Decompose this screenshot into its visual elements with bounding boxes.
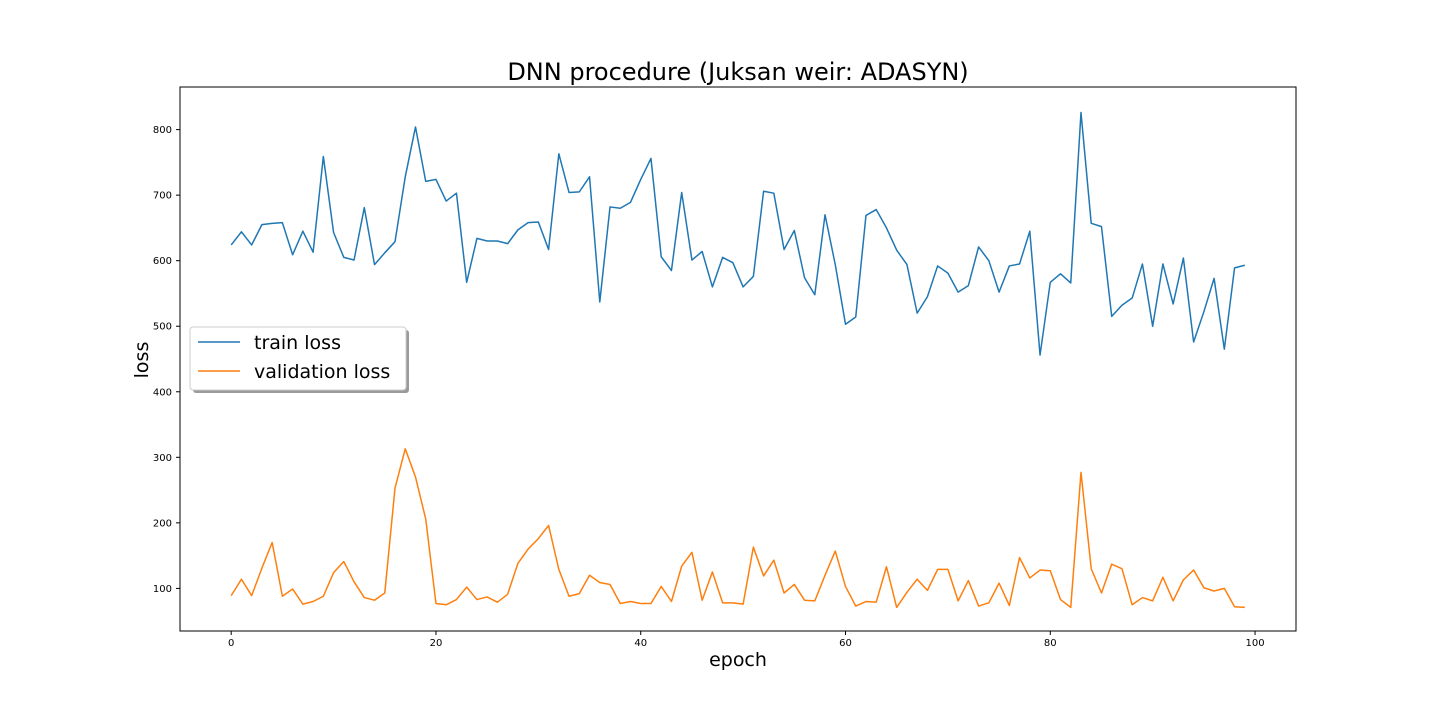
x-axis-ticks: 0 20 40 60 80 100	[228, 631, 1265, 649]
x-tick-label: 0	[228, 638, 234, 649]
chart-title: DNN procedure (Juksan weir: ADASYN)	[507, 58, 968, 86]
y-tick-label: 200	[153, 518, 172, 529]
legend: train loss validation loss	[189, 326, 409, 393]
x-tick-label: 60	[839, 638, 852, 649]
x-tick-label: 20	[430, 638, 443, 649]
series-line-validation-loss	[230, 448, 1245, 609]
legend-label: train loss	[254, 332, 341, 354]
y-axis-ticks: 100 200 300 400 500 600 700 800	[153, 125, 180, 595]
y-tick-label: 500	[153, 322, 172, 333]
y-tick-label: 800	[153, 125, 172, 136]
x-axis-label: epoch	[709, 649, 767, 671]
y-tick-label: 400	[153, 387, 172, 398]
x-tick-label: 40	[634, 638, 647, 649]
y-tick-label: 300	[153, 453, 172, 464]
legend-box	[189, 326, 407, 391]
y-axis-label: loss	[131, 342, 153, 379]
y-tick-label: 100	[153, 584, 172, 595]
y-tick-label: 700	[153, 191, 172, 202]
series-layer	[230, 111, 1245, 609]
series-line-train-loss	[230, 111, 1245, 356]
legend-label: validation loss	[254, 361, 390, 383]
plot-frame	[179, 86, 1297, 632]
x-tick-label: 80	[1044, 638, 1057, 649]
y-tick-label: 600	[153, 256, 172, 267]
x-tick-label: 100	[1245, 638, 1264, 649]
